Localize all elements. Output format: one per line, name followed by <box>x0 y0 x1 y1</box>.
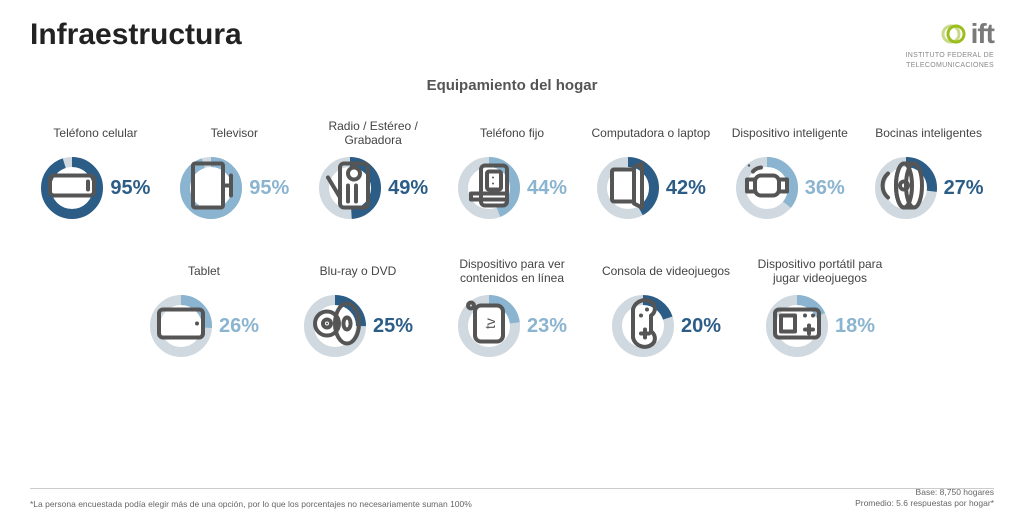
grid-row-1: Teléfono celular 95% Televisor 95% <box>30 116 994 220</box>
equipment-item: Blu-ray o DVD 25% <box>290 254 426 358</box>
streambox-icon: tv <box>457 292 521 361</box>
logo-text: ift <box>971 18 994 50</box>
footnote: *La persona encuestada podía elegir más … <box>30 499 472 509</box>
item-percent: 25% <box>373 315 413 338</box>
donut-wrap: tv 23% <box>457 294 567 358</box>
item-percent: 95% <box>249 177 289 200</box>
phone-icon <box>40 154 104 223</box>
equipment-item: Dispositivo para ver contenidos en línea… <box>444 254 580 358</box>
page: Infraestructura ift INSTITUTO FEDERAL DE… <box>0 0 1024 523</box>
item-percent: 26% <box>219 315 259 338</box>
donut-wrap: 27% <box>874 156 984 220</box>
donut-chart <box>318 156 382 220</box>
ift-logo-icon <box>941 21 967 47</box>
donut-wrap: 42% <box>596 156 706 220</box>
equipment-grid: Teléfono celular 95% Televisor 95% <box>30 116 994 358</box>
base-info: Base: 8,750 hogares Promedio: 5.6 respue… <box>855 487 994 509</box>
item-label: Consola de videojuegos <box>602 254 730 288</box>
grid-row-2: Tablet 26% Blu-ray o DVD 25% Dispo <box>30 254 994 358</box>
logo-subline1: INSTITUTO FEDERAL DE <box>906 52 994 60</box>
item-percent: 18% <box>835 315 875 338</box>
item-percent: 23% <box>527 315 567 338</box>
equipment-item: Computadora o laptop 42% <box>585 116 716 220</box>
donut-chart <box>457 156 521 220</box>
handheld-icon <box>765 292 829 361</box>
item-label: Teléfono fijo <box>480 116 544 150</box>
laptop-icon <box>596 154 660 223</box>
equipment-item: Consola de videojuegos 20% <box>598 254 734 358</box>
item-percent: 95% <box>110 177 150 200</box>
equipment-item: Televisor 95% <box>169 116 300 220</box>
item-percent: 44% <box>527 177 567 200</box>
item-percent: 27% <box>944 177 984 200</box>
logo-subline2: TELECOMUNICACIONES <box>906 62 994 70</box>
donut-wrap: 44% <box>457 156 567 220</box>
gamepad-icon <box>611 292 675 361</box>
donut-chart <box>735 156 799 220</box>
base-line1: Base: 8,750 hogares <box>855 487 994 498</box>
disc-icon <box>303 292 367 361</box>
item-percent: 49% <box>388 177 428 200</box>
speaker-icon <box>874 154 938 223</box>
item-percent: 20% <box>681 315 721 338</box>
donut-wrap: 18% <box>765 294 875 358</box>
item-label: Tablet <box>188 254 220 288</box>
donut-chart <box>611 294 675 358</box>
equipment-item: Dispositivo inteligente 36% <box>724 116 855 220</box>
radio-icon <box>318 154 382 223</box>
donut-chart <box>596 156 660 220</box>
item-label: Dispositivo portátil para jugar videojue… <box>752 254 888 288</box>
donut-chart <box>179 156 243 220</box>
donut-wrap: 49% <box>318 156 428 220</box>
item-label: Dispositivo inteligente <box>732 116 848 150</box>
equipment-item: Bocinas inteligentes 27% <box>863 116 994 220</box>
item-label: Teléfono celular <box>53 116 137 150</box>
equipment-item: Dispositivo portátil para jugar videojue… <box>752 254 888 358</box>
donut-wrap: 26% <box>149 294 259 358</box>
donut-wrap: 20% <box>611 294 721 358</box>
header: Infraestructura ift INSTITUTO FEDERAL DE… <box>30 18 994 69</box>
item-label: Dispositivo para ver contenidos en línea <box>444 254 580 288</box>
equipment-item: Radio / Estéreo / Grabadora 49% <box>308 116 439 220</box>
donut-chart: tv <box>457 294 521 358</box>
donut-wrap: 25% <box>303 294 413 358</box>
equipment-item: Teléfono celular 95% <box>30 116 161 220</box>
item-percent: 42% <box>666 177 706 200</box>
donut-chart <box>149 294 213 358</box>
item-label: Blu-ray o DVD <box>320 254 397 288</box>
donut-chart <box>303 294 367 358</box>
subtitle: Equipamiento del hogar <box>30 77 994 94</box>
equipment-item: Tablet 26% <box>136 254 272 358</box>
smartwatch-icon <box>735 154 799 223</box>
base-line2: Promedio: 5.6 respuestas por hogar* <box>855 498 994 509</box>
donut-chart <box>874 156 938 220</box>
page-title: Infraestructura <box>30 18 242 52</box>
item-label: Radio / Estéreo / Grabadora <box>308 116 439 150</box>
donut-chart <box>40 156 104 220</box>
tv-icon <box>179 154 243 223</box>
item-label: Computadora o laptop <box>591 116 710 150</box>
landline-icon <box>457 154 521 223</box>
donut-wrap: 36% <box>735 156 845 220</box>
item-label: Televisor <box>211 116 258 150</box>
footer-rule <box>30 488 994 489</box>
equipment-item: Teléfono fijo 44% <box>447 116 578 220</box>
donut-wrap: 95% <box>40 156 150 220</box>
item-percent: 36% <box>805 177 845 200</box>
svg-text:tv: tv <box>482 318 498 329</box>
item-label: Bocinas inteligentes <box>875 116 982 150</box>
donut-chart <box>765 294 829 358</box>
logo-block: ift INSTITUTO FEDERAL DE TELECOMUNICACIO… <box>906 18 994 69</box>
donut-wrap: 95% <box>179 156 289 220</box>
tablet-icon <box>149 292 213 361</box>
